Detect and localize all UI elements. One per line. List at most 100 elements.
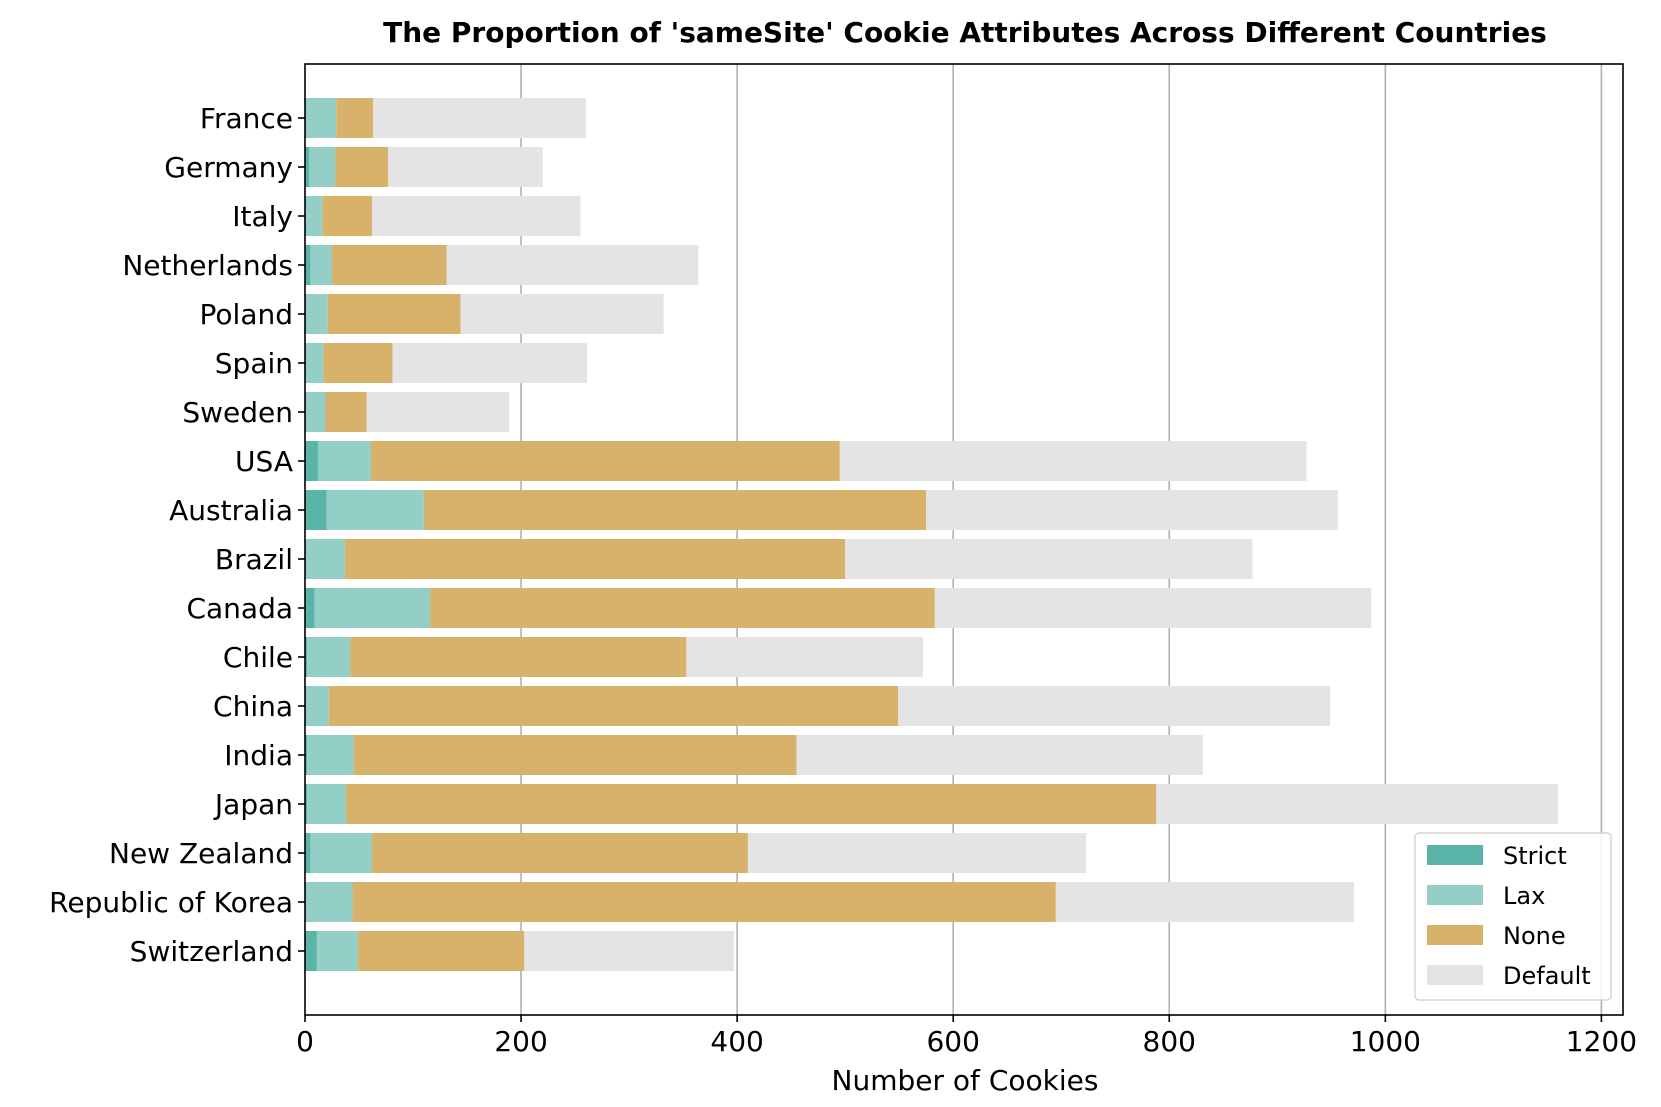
bar-strict-usa bbox=[305, 441, 318, 481]
bars bbox=[305, 98, 1559, 971]
bar-default-france bbox=[373, 98, 586, 138]
y-tick-label: Republic of Korea bbox=[49, 886, 293, 919]
bar-lax-india bbox=[307, 735, 354, 775]
bar-default-netherlands bbox=[446, 245, 699, 285]
y-tick-label: Spain bbox=[215, 347, 293, 380]
y-tick-label: India bbox=[224, 739, 293, 772]
y-tick-label: Poland bbox=[200, 298, 293, 331]
bar-lax-switzerland bbox=[316, 931, 358, 971]
legend-swatch-lax bbox=[1427, 885, 1483, 905]
bar-strict-switzerland bbox=[305, 931, 317, 971]
legend-swatch-strict bbox=[1427, 845, 1483, 865]
bar-default-usa bbox=[839, 441, 1307, 481]
bar-strict-new-zealand bbox=[305, 833, 311, 873]
y-axis-ticks: France Germany Italy Netherlands Poland Spain… bbox=[49, 102, 305, 968]
legend-swatch-none bbox=[1427, 925, 1483, 945]
bar-lax-spain bbox=[306, 343, 324, 383]
x-tick-label: 600 bbox=[926, 1025, 979, 1058]
y-tick-label: China bbox=[213, 690, 293, 723]
bar-none-netherlands bbox=[332, 245, 447, 285]
bar-none-india bbox=[353, 735, 797, 775]
bar-none-republic-of-korea bbox=[352, 882, 1056, 922]
legend-swatch-default bbox=[1427, 965, 1483, 985]
bar-none-sweden bbox=[325, 392, 367, 432]
y-tick-label: Sweden bbox=[182, 396, 293, 429]
plot-frame bbox=[304, 63, 1624, 1016]
bar-default-japan bbox=[1156, 784, 1559, 824]
bar-strict-india bbox=[305, 735, 308, 775]
bar-default-brazil bbox=[845, 539, 1253, 579]
bar-default-sweden bbox=[366, 392, 510, 432]
bar-default-chile bbox=[686, 637, 923, 677]
x-tick-label: 1000 bbox=[1350, 1025, 1421, 1058]
bar-lax-australia bbox=[326, 490, 424, 530]
y-tick-label: Netherlands bbox=[122, 249, 293, 282]
bar-strict-chile bbox=[305, 637, 308, 677]
bar-lax-italy bbox=[306, 196, 323, 236]
y-tick-label: Brazil bbox=[215, 543, 293, 576]
bar-none-new-zealand bbox=[371, 833, 748, 873]
bar-lax-france bbox=[306, 98, 337, 138]
y-tick-label: USA bbox=[235, 445, 293, 478]
bar-strict-netherlands bbox=[305, 245, 311, 285]
bar-lax-poland bbox=[306, 294, 328, 334]
legend-label-default: Default bbox=[1503, 962, 1591, 990]
bar-default-australia bbox=[926, 490, 1338, 530]
x-tick-label: 1200 bbox=[1566, 1025, 1637, 1058]
y-tick-label: Germany bbox=[164, 151, 293, 184]
bar-default-india bbox=[796, 735, 1203, 775]
bar-none-italy bbox=[322, 196, 372, 236]
x-tick-label: 400 bbox=[710, 1025, 763, 1058]
legend-box bbox=[1414, 832, 1612, 1001]
bar-none-france bbox=[336, 98, 374, 138]
chart-title: The Proportion of 'sameSite' Cookie Attr… bbox=[383, 16, 1547, 49]
bar-default-switzerland bbox=[524, 931, 734, 971]
bar-strict-japan bbox=[305, 784, 308, 824]
y-tick-label: France bbox=[200, 102, 293, 135]
bar-default-poland bbox=[460, 294, 664, 334]
bar-lax-usa bbox=[317, 441, 371, 481]
bar-none-canada bbox=[430, 588, 935, 628]
legend-label-none: None bbox=[1503, 922, 1566, 950]
y-tick-label: Australia bbox=[169, 494, 293, 527]
bar-lax-netherlands bbox=[310, 245, 333, 285]
bar-lax-brazil bbox=[306, 539, 345, 579]
bar-strict-australia bbox=[305, 490, 327, 530]
x-tick-label: 0 bbox=[296, 1025, 314, 1058]
bar-strict-canada bbox=[305, 588, 315, 628]
bar-none-japan bbox=[346, 784, 1157, 824]
y-tick-label: Canada bbox=[186, 592, 293, 625]
bar-none-poland bbox=[327, 294, 461, 334]
bar-lax-germany bbox=[309, 147, 336, 187]
bar-lax-new-zealand bbox=[310, 833, 372, 873]
bar-none-australia bbox=[423, 490, 927, 530]
x-axis-ticks: 0 200 400 600 800 1000 1200 bbox=[296, 1015, 1637, 1058]
bar-default-canada bbox=[934, 588, 1372, 628]
bar-lax-japan bbox=[307, 784, 347, 824]
bar-none-usa bbox=[370, 441, 840, 481]
bar-default-republic-of-korea bbox=[1055, 882, 1354, 922]
x-axis-label: Number of Cookies bbox=[832, 1064, 1099, 1097]
x-tick-label: 800 bbox=[1143, 1025, 1196, 1058]
y-tick-label: Switzerland bbox=[130, 935, 293, 968]
bar-lax-chile bbox=[307, 637, 351, 677]
bar-lax-sweden bbox=[306, 392, 326, 432]
bar-default-spain bbox=[392, 343, 587, 383]
bar-none-spain bbox=[323, 343, 393, 383]
bar-lax-republic-of-korea bbox=[306, 882, 353, 922]
bar-none-brazil bbox=[344, 539, 846, 579]
y-tick-label: New Zealand bbox=[109, 837, 293, 870]
bar-none-chile bbox=[350, 637, 687, 677]
bar-default-italy bbox=[371, 196, 581, 236]
y-tick-label: Chile bbox=[223, 641, 293, 674]
axes bbox=[304, 63, 1624, 1016]
bar-default-germany bbox=[388, 147, 543, 187]
bar-none-germany bbox=[335, 147, 389, 187]
bar-none-switzerland bbox=[357, 931, 525, 971]
bar-lax-china bbox=[306, 686, 329, 726]
x-tick-label: 200 bbox=[494, 1025, 547, 1058]
legend-label-lax: Lax bbox=[1503, 882, 1545, 910]
bar-default-china bbox=[898, 686, 1331, 726]
